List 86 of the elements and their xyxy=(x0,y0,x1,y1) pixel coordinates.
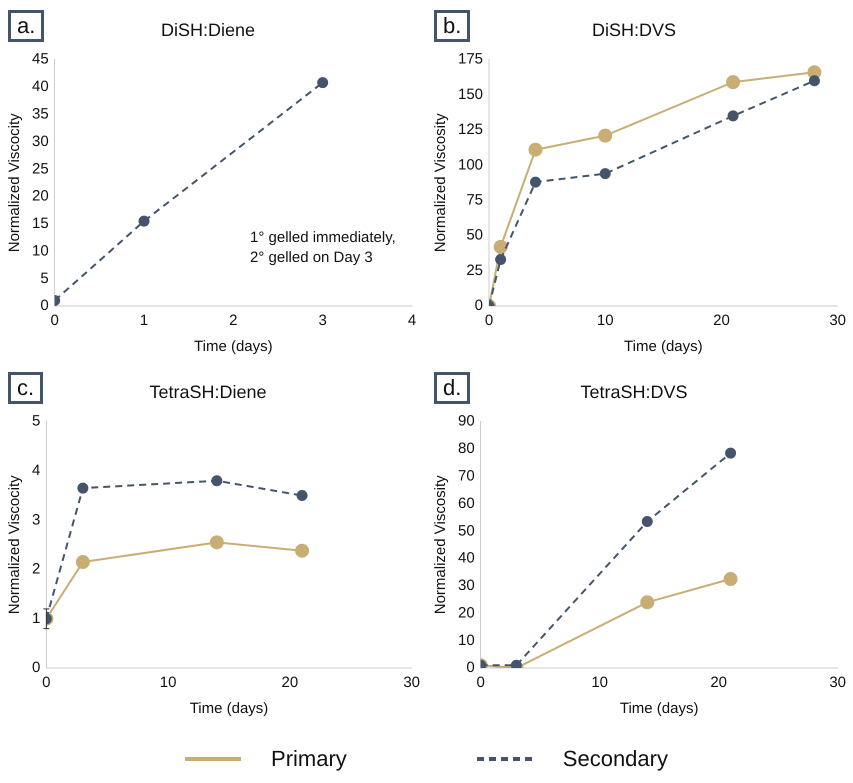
chart-title: DiSH:DVS xyxy=(592,20,676,40)
y-tick-label: 35 xyxy=(32,105,49,122)
x-axis-title: Time (days) xyxy=(624,338,703,356)
point xyxy=(640,595,654,610)
point xyxy=(725,448,736,459)
point xyxy=(77,482,88,494)
y-axis-title: Normalized Viscocity xyxy=(6,112,24,252)
x-tick-label: 30 xyxy=(403,674,420,692)
y-tick-label: 10 xyxy=(458,632,475,649)
x-tick-label: 2 xyxy=(229,312,238,330)
y-tick-label: 90 xyxy=(458,412,475,430)
point xyxy=(726,75,740,90)
x-axis-title: Time (days) xyxy=(620,700,698,718)
annotation: 2° gelled on Day 3 xyxy=(250,248,374,268)
y-tick-label: 150 xyxy=(458,86,484,103)
point xyxy=(76,555,90,570)
y-tick-label: 50 xyxy=(458,522,475,540)
legend-label: Secondary xyxy=(562,746,668,772)
y-tick-label: 4 xyxy=(32,462,40,480)
x-tick-label: 10 xyxy=(596,312,614,330)
point xyxy=(598,128,612,143)
point xyxy=(728,110,739,122)
point xyxy=(210,535,224,550)
point xyxy=(211,475,222,486)
y-tick-label: 0 xyxy=(466,659,475,676)
y-tick-label: 3 xyxy=(32,511,40,528)
x-tick-label: 1 xyxy=(140,312,148,330)
legend-label: Primary xyxy=(271,746,347,772)
y-tick-label: 0 xyxy=(32,659,40,676)
y-tick-label: 125 xyxy=(458,121,484,138)
x-tick-label: 20 xyxy=(710,674,728,692)
y-tick-label: 20 xyxy=(32,188,49,205)
y-tick-label: 10 xyxy=(32,242,49,260)
y-tick-label: 30 xyxy=(32,132,49,150)
y-tick-label: 0 xyxy=(474,297,484,314)
x-tick-label: 20 xyxy=(713,312,730,330)
chart-title: TetraSH:Diene xyxy=(149,382,267,402)
y-tick-label: 80 xyxy=(458,440,475,458)
text: b. xyxy=(434,10,470,42)
y-axis-title: Normalized Viscosity xyxy=(432,112,450,252)
y-axis-title: Normalized Viscocity xyxy=(6,474,24,614)
y-tick-label: 45 xyxy=(32,50,49,68)
point xyxy=(495,254,506,266)
y-tick-label: 100 xyxy=(458,156,484,174)
x-axis-title: Time (days) xyxy=(194,338,273,356)
y-axis-title: Normalized Viscosity xyxy=(432,474,450,614)
point xyxy=(528,142,543,157)
text: d. xyxy=(434,372,470,404)
point xyxy=(642,516,653,528)
y-tick-label: 30 xyxy=(458,577,475,594)
y-tick-label: 50 xyxy=(466,226,484,244)
point xyxy=(295,544,310,558)
point xyxy=(494,240,508,254)
y-tick-label: 75 xyxy=(466,192,484,209)
point xyxy=(808,75,820,86)
x-tick-label: 20 xyxy=(282,674,298,692)
x-tick-label: 30 xyxy=(829,674,846,692)
text: c. xyxy=(8,372,44,404)
x-tick-label: 10 xyxy=(160,674,176,692)
y-tick-label: 175 xyxy=(458,50,484,68)
y-tick-label: 15 xyxy=(32,215,49,232)
chart-title: DiSH:Diene xyxy=(160,20,256,40)
x-tick-label: 10 xyxy=(591,674,608,692)
point xyxy=(724,572,738,586)
point xyxy=(296,490,308,502)
chart-title: TetraSH:DVS xyxy=(580,382,688,402)
annotation: 1° gelled immediately, xyxy=(250,228,396,248)
y-tick-label: 0 xyxy=(40,297,49,314)
y-tick-label: 5 xyxy=(32,412,40,430)
y-tick-label: 1 xyxy=(32,610,40,627)
point xyxy=(600,168,611,180)
x-tick-label: 3 xyxy=(318,312,327,330)
y-tick-label: 40 xyxy=(32,78,49,96)
x-tick-label: 4 xyxy=(408,312,416,330)
y-tick-label: 60 xyxy=(458,494,475,512)
y-tick-label: 5 xyxy=(40,270,49,287)
y-tick-label: 25 xyxy=(32,160,49,178)
y-tick-label: 20 xyxy=(458,604,475,622)
y-tick-label: 40 xyxy=(458,550,475,567)
x-tick-label: 30 xyxy=(829,312,846,330)
y-tick-label: 70 xyxy=(458,467,475,484)
y-tick-label: 2 xyxy=(32,560,40,578)
y-tick-label: 25 xyxy=(466,262,484,279)
point xyxy=(530,176,542,188)
x-axis-title: Time (days) xyxy=(190,700,268,718)
text: a. xyxy=(8,10,44,42)
